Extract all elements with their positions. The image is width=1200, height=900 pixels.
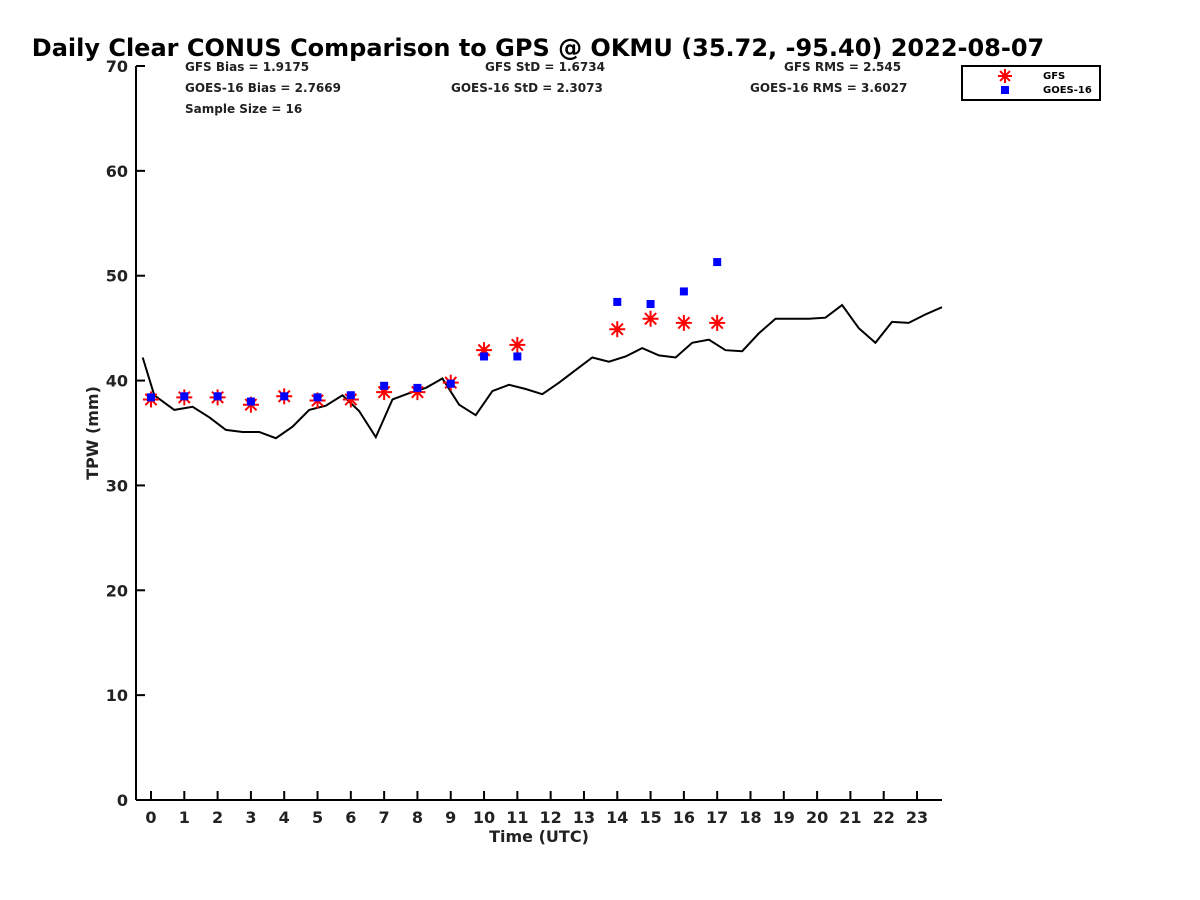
goes-point: [180, 392, 189, 401]
legend-gfs-label: GFS: [1043, 71, 1065, 82]
goes-std-label: GOES-16 StD = 2.3073: [451, 81, 603, 95]
x-tick-label-3: 3: [245, 808, 256, 827]
y-tick-label-70: 70: [106, 57, 128, 76]
y-tick-label-50: 50: [106, 267, 128, 286]
x-tick-label-23: 23: [906, 808, 928, 827]
goes-rms-label: GOES-16 RMS = 3.6027: [750, 81, 907, 95]
x-tick-label-10: 10: [473, 808, 495, 827]
y-tick-label-20: 20: [106, 581, 128, 600]
x-tick-label-12: 12: [540, 808, 562, 827]
x-tick-label-5: 5: [312, 808, 323, 827]
x-tick-label-1: 1: [179, 808, 190, 827]
y-tick-label-40: 40: [106, 372, 128, 391]
goes-point: [146, 393, 155, 402]
goes-point: [679, 287, 688, 296]
gfs-point: [642, 310, 659, 327]
x-tick-label-9: 9: [445, 808, 456, 827]
x-tick-label-21: 21: [839, 808, 861, 827]
gfs-std-label: GFS StD = 1.6734: [485, 60, 605, 74]
legend-gfs-asterisk: [998, 69, 1012, 83]
x-tick-label-22: 22: [873, 808, 895, 827]
x-tick-label-6: 6: [345, 808, 356, 827]
goes-point: [513, 352, 522, 361]
y-axis-label: TPW (mm): [83, 386, 102, 480]
goes-point: [446, 379, 455, 388]
stats-annotations: GFS Bias = 1.9175 GOES-16 Bias = 2.7669 …: [185, 60, 907, 116]
x-tick-label-14: 14: [606, 808, 628, 827]
goes-point: [413, 383, 422, 392]
x-tick-label-7: 7: [379, 808, 390, 827]
gfs-series: [142, 310, 726, 413]
legend-box: [961, 65, 1101, 101]
gfs-bias-label: GFS Bias = 1.9175: [185, 60, 309, 74]
goes-point: [613, 297, 622, 306]
x-tick-label-0: 0: [145, 808, 156, 827]
legend-gfs-asterisk-icon: [998, 69, 1012, 83]
gfs-point: [609, 321, 626, 338]
x-axis-label: Time (UTC): [489, 827, 589, 846]
x-tick-label-18: 18: [739, 808, 761, 827]
y-tick-label-30: 30: [106, 476, 128, 495]
goes-point: [213, 392, 222, 401]
gfs-point: [675, 314, 692, 331]
goes-point: [313, 393, 322, 402]
x-tick-label-13: 13: [573, 808, 595, 827]
goes-point: [246, 397, 255, 406]
gps-line: [141, 303, 943, 440]
x-tick-label-15: 15: [639, 808, 661, 827]
x-tick-label-11: 11: [506, 808, 528, 827]
gfs-point: [709, 314, 726, 331]
goes-point: [380, 381, 389, 390]
goes-bias-label: GOES-16 Bias = 2.7669: [185, 81, 341, 95]
x-tick-label-20: 20: [806, 808, 828, 827]
y-tick-label-0: 0: [117, 791, 128, 810]
x-tick-label-2: 2: [212, 808, 223, 827]
gfs-point: [509, 336, 526, 353]
x-tick-label-4: 4: [279, 808, 290, 827]
x-tick-label-16: 16: [673, 808, 695, 827]
chart-title: Daily Clear CONUS Comparison to GPS @ OK…: [32, 34, 1044, 62]
goes-point: [646, 300, 655, 309]
goes-point: [713, 258, 722, 267]
x-tick-label-8: 8: [412, 808, 423, 827]
goes-point: [280, 392, 289, 401]
sample-size-label: Sample Size = 16: [185, 102, 302, 116]
x-tick-label-19: 19: [773, 808, 795, 827]
goes-point: [480, 352, 489, 361]
goes-series: [146, 258, 722, 406]
gps-series: [141, 303, 943, 440]
legend: GFS GOES-16: [961, 65, 1101, 101]
y-tick-label-10: 10: [106, 686, 128, 705]
legend-goes-square-icon: [1001, 86, 1009, 94]
y-tick-label-60: 60: [106, 162, 128, 181]
legend-goes-label: GOES-16: [1043, 85, 1092, 96]
gfs-rms-label: GFS RMS = 2.545: [784, 60, 901, 74]
x-tick-label-17: 17: [706, 808, 728, 827]
goes-point: [346, 391, 355, 400]
